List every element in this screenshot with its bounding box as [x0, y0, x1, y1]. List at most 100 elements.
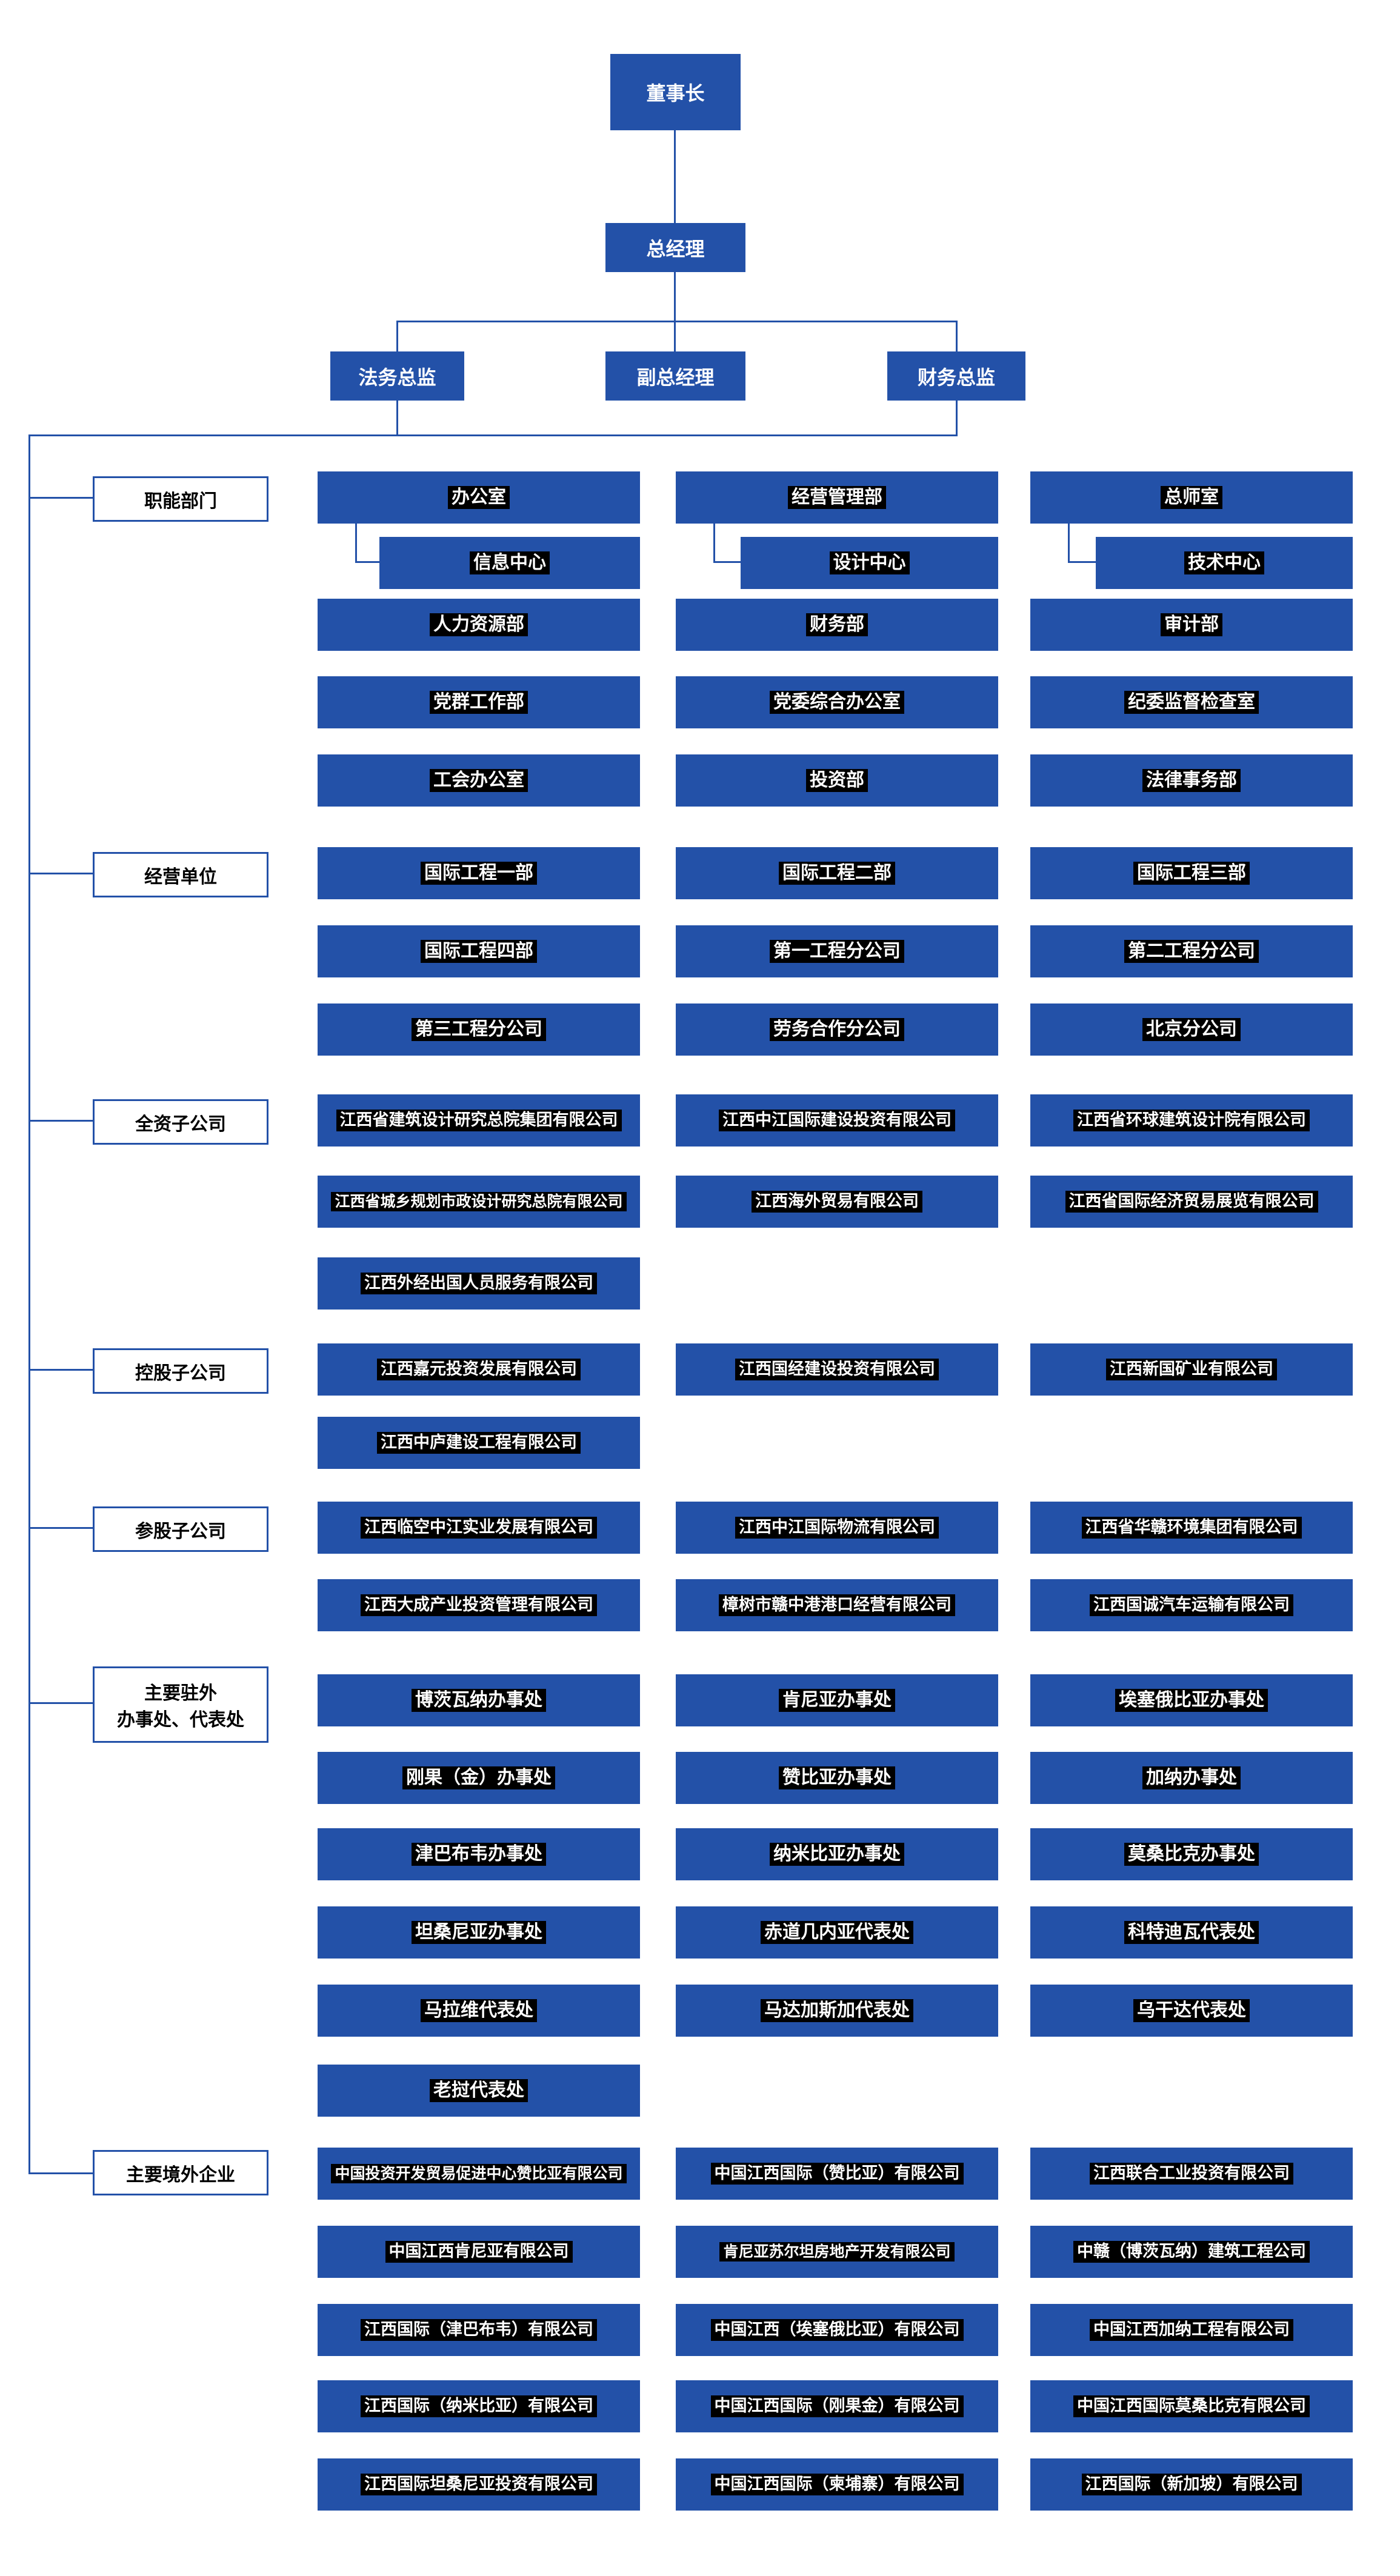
org-box-label: 坦桑尼亚办事处 — [412, 1920, 546, 1945]
org-box-label: 中国江西国际（柬埔寨）有限公司 — [710, 2474, 964, 2495]
section-label-wholly-owned: 全资子公司 — [93, 1099, 268, 1145]
org-box-label: 中国江西加纳工程有限公司 — [1090, 2319, 1293, 2341]
org-box: 中国投资开发贸易促进中心赞比亚有限公司 — [318, 2148, 640, 2200]
org-box-label: 国际工程二部 — [779, 861, 895, 885]
org-box-label: 江西国际坦桑尼亚投资有限公司 — [361, 2474, 597, 2495]
org-box-label: 中国江西国际（刚果金）有限公司 — [710, 2395, 964, 2417]
org-box: 江西中江国际物流有限公司 — [676, 1502, 998, 1554]
org-box-label: 肯尼亚苏尔坦房地产开发有限公司 — [719, 2242, 955, 2262]
org-box-label: 国际工程三部 — [1133, 861, 1250, 885]
connector-line — [28, 873, 93, 874]
org-box: 江西嘉元投资发展有限公司 — [318, 1343, 640, 1396]
org-box: 投资部 — [676, 754, 998, 807]
org-box: 信息中心 — [379, 537, 640, 589]
org-box: 乌干达代表处 — [1030, 1985, 1353, 2037]
org-box-label: 劳务合作分公司 — [770, 1017, 904, 1042]
org-box-label: 江西中江国际建设投资有限公司 — [719, 1110, 955, 1131]
org-box-label: 人力资源部 — [430, 613, 528, 637]
org-box-label: 刚果（金）办事处 — [402, 1766, 555, 1790]
org-box-label: 技术中心 — [1184, 551, 1264, 575]
section-label-text: 全资子公司 — [135, 1113, 226, 1135]
org-box: 樟树市赣中港港口经营有限公司 — [676, 1579, 998, 1631]
section-label-overseas-enterprises: 主要境外企业 — [93, 2150, 268, 2195]
section-label-text: 办事处、代表处 — [117, 1709, 244, 1731]
org-box-label: 樟树市赣中港港口经营有限公司 — [719, 1594, 955, 1616]
org-box-label: 江西省国际经济贸易展览有限公司 — [1065, 1191, 1318, 1213]
org-box-label: 中国投资开发贸易促进中心赞比亚有限公司 — [331, 2163, 627, 2184]
org-box: 赞比亚办事处 — [676, 1752, 998, 1804]
org-box: 技术中心 — [1096, 537, 1353, 589]
org-box: 江西外经出国人员服务有限公司 — [318, 1257, 640, 1310]
org-box-label: 信息中心 — [470, 551, 550, 575]
org-box-label: 津巴布韦办事处 — [412, 1842, 546, 1866]
org-box-label: 中赣（博茨瓦纳）建筑工程公司 — [1073, 2241, 1310, 2263]
connector-line — [396, 321, 398, 351]
connector-line — [28, 1120, 93, 1122]
org-box: 纳米比亚办事处 — [676, 1828, 998, 1880]
org-box-label: 北京分公司 — [1142, 1017, 1241, 1042]
org-box: 中赣（博茨瓦纳）建筑工程公司 — [1030, 2226, 1353, 2278]
org-box-label: 江西国际（纳米比亚）有限公司 — [361, 2395, 597, 2417]
org-box: 江西联合工业投资有限公司 — [1030, 2148, 1353, 2200]
connector-line — [674, 130, 676, 223]
org-box-label: 江西大成产业投资管理有限公司 — [361, 1594, 597, 1616]
org-box-label: 江西省华赣环境集团有限公司 — [1081, 1517, 1302, 1539]
org-box: 江西国际坦桑尼亚投资有限公司 — [318, 2458, 640, 2511]
org-box: 第一工程分公司 — [676, 925, 998, 977]
org-box: 国际工程一部 — [318, 847, 640, 899]
org-box-label: 第二工程分公司 — [1124, 939, 1259, 964]
org-box: 江西省建筑设计研究总院集团有限公司 — [318, 1094, 640, 1147]
org-box-label: 江西国经建设投资有限公司 — [735, 1359, 939, 1380]
org-box-label: 乌干达代表处 — [1133, 1999, 1250, 2023]
org-box-label: 江西中庐建设工程有限公司 — [377, 1432, 581, 1454]
org-box-label: 中国江西（埃塞俄比亚）有限公司 — [710, 2319, 964, 2341]
connector-line — [28, 1702, 93, 1704]
org-box-label: 纪委监督检查室 — [1124, 690, 1259, 714]
org-box-label: 纳米比亚办事处 — [770, 1842, 904, 1866]
org-box: 江西省国际经济贸易展览有限公司 — [1030, 1176, 1353, 1228]
section-label-holding: 控股子公司 — [93, 1348, 268, 1394]
legal-director-box: 法务总监 — [330, 351, 464, 401]
org-box: 国际工程四部 — [318, 925, 640, 977]
org-box: 第二工程分公司 — [1030, 925, 1353, 977]
org-box: 刚果（金）办事处 — [318, 1752, 640, 1804]
trunk-line — [28, 434, 30, 2174]
org-box: 江西国际（津巴布韦）有限公司 — [318, 2304, 640, 2356]
org-box: 马拉维代表处 — [318, 1985, 640, 2037]
section-label-overseas-offices: 主要驻外 办事处、代表处 — [93, 1666, 268, 1743]
legal-director-label: 法务总监 — [358, 365, 436, 389]
org-box-label: 江西海外贸易有限公司 — [752, 1191, 922, 1213]
org-box-label: 第三工程分公司 — [412, 1017, 546, 1042]
org-box-label: 国际工程一部 — [421, 861, 537, 885]
section-label-business-units: 经营单位 — [93, 852, 268, 897]
org-box: 江西国际（新加坡）有限公司 — [1030, 2458, 1353, 2511]
org-box: 北京分公司 — [1030, 1003, 1353, 1056]
org-box-label: 中国江西国际（赞比亚）有限公司 — [710, 2163, 964, 2185]
connector-line — [674, 272, 676, 321]
org-box-label: 江西联合工业投资有限公司 — [1090, 2163, 1293, 2185]
org-box-label: 国际工程四部 — [421, 939, 537, 964]
org-box-label: 江西嘉元投资发展有限公司 — [377, 1359, 581, 1380]
org-box-label: 马拉维代表处 — [421, 1999, 537, 2023]
org-box-label: 埃塞俄比亚办事处 — [1115, 1688, 1268, 1712]
org-box: 赤道几内亚代表处 — [676, 1906, 998, 1959]
org-box: 马达加斯加代表处 — [676, 1985, 998, 2037]
org-box: 经营管理部 — [676, 471, 998, 524]
section-label-text: 主要驻外 — [144, 1683, 217, 1704]
connector-line — [956, 401, 958, 434]
org-box: 财务部 — [676, 599, 998, 651]
org-box: 博茨瓦纳办事处 — [318, 1674, 640, 1726]
section-label-text: 参股子公司 — [135, 1520, 226, 1542]
org-box-label: 肯尼亚办事处 — [779, 1688, 895, 1712]
org-box: 中国江西国际（赞比亚）有限公司 — [676, 2148, 998, 2200]
connector-line — [355, 561, 379, 563]
org-box-label: 江西国际（津巴布韦）有限公司 — [361, 2319, 597, 2341]
org-box: 江西省环球建筑设计院有限公司 — [1030, 1094, 1353, 1147]
connector-line — [396, 321, 958, 322]
org-box: 纪委监督检查室 — [1030, 676, 1353, 728]
org-box-label: 江西新国矿业有限公司 — [1106, 1359, 1277, 1380]
org-box-label: 江西国诚汽车运输有限公司 — [1090, 1594, 1293, 1616]
org-box-label: 加纳办事处 — [1142, 1766, 1241, 1790]
org-box: 办公室 — [318, 471, 640, 524]
